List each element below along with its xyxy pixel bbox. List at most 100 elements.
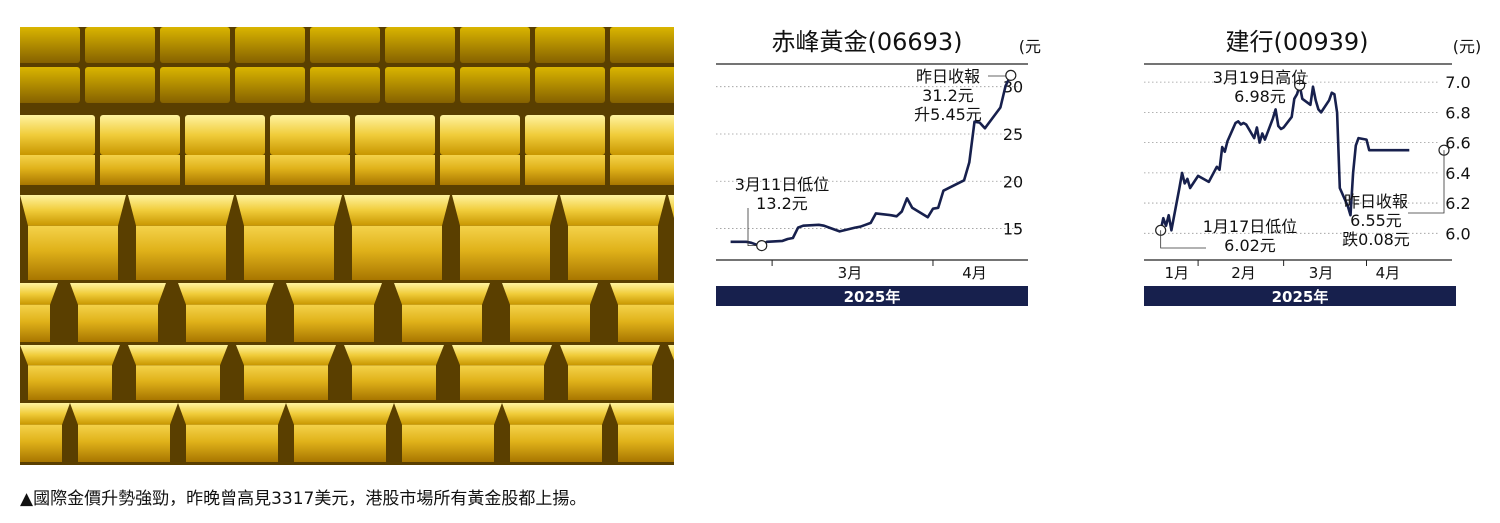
gold-bar-face: [136, 365, 220, 400]
gold-bar-face: [186, 424, 278, 462]
annotation-text: 6.98元: [1234, 87, 1286, 106]
gold-bar-mid-face: [100, 155, 180, 185]
gold-bar-mid-face: [185, 155, 265, 185]
gold-bar-top: [20, 283, 58, 305]
gold-bar-mid: [610, 115, 674, 155]
gold-bar-face: [244, 365, 328, 400]
month-label: 4月: [1376, 264, 1401, 282]
gold-bar-face: [352, 365, 436, 400]
gold-bar-mid-face: [270, 155, 350, 185]
chart-chifeng-gold: 赤峰黃金(06693)(元)152025303月4月2025年3月11日低位13…: [716, 28, 1042, 306]
gold-bar-face: [618, 424, 674, 462]
gold-bar-top: [394, 283, 490, 305]
gold-bar-top: [668, 345, 674, 361]
price-line: [730, 74, 1012, 247]
gold-bar-mid: [185, 115, 265, 155]
gold-bar-top: [70, 283, 166, 305]
gold-bar-top: [178, 283, 274, 305]
y-tick-label: 7.0: [1445, 73, 1470, 92]
gold-bar-back: [460, 27, 530, 63]
gold-bar-mid-face: [610, 155, 674, 185]
gold-bar-back: [85, 27, 155, 63]
unit-label: (元): [1453, 37, 1480, 56]
gold-bar-top: [178, 403, 286, 425]
gold-bar-mid-face: [20, 155, 95, 185]
month-label: 2月: [1231, 264, 1256, 282]
month-label: 1月: [1164, 264, 1189, 282]
annotation-text: 3月19日高位: [1213, 68, 1308, 87]
gold-bar-face: [244, 225, 334, 280]
annotation-text: 昨日收報: [1344, 192, 1408, 211]
annotation-leader: [747, 208, 762, 246]
gold-bar-mid-face: [525, 155, 605, 185]
gold-bar-face: [28, 365, 112, 400]
annotation-text: 昨日收報: [916, 67, 980, 86]
gold-bar-top: [236, 195, 342, 226]
month-label: 3月: [1309, 264, 1334, 282]
y-tick-label: 6.6: [1445, 134, 1470, 153]
annotation-marker: [1005, 69, 1017, 81]
gold-bar-face: [78, 304, 158, 342]
gold-bar-mid: [100, 115, 180, 155]
annotation-leader: [1299, 75, 1308, 86]
gold-bar-top: [286, 403, 394, 425]
gold-bar-back: [385, 27, 455, 63]
annotation-text: 1月17日低位: [1203, 217, 1298, 236]
gold-bar-top: [128, 195, 234, 226]
gold-bar-top: [610, 283, 674, 305]
gold-bar-top: [20, 345, 120, 366]
gold-bar-top: [452, 345, 552, 366]
gold-bar-face: [460, 225, 550, 280]
year-label: 2025年: [844, 288, 901, 306]
gold-bar-mid: [270, 115, 350, 155]
year-banner: [1144, 286, 1456, 306]
annotation-text: 13.2元: [756, 194, 808, 213]
gold-bar-back: [610, 67, 674, 103]
unit-label: (元): [1019, 37, 1042, 56]
gold-bar-back: [310, 27, 380, 63]
gold-bar-top: [502, 283, 598, 305]
chart-title: 赤峰黃金(06693): [771, 28, 962, 56]
gold-bar-mid-face: [440, 155, 520, 185]
annotation-text: 跌0.08元: [1342, 230, 1410, 249]
gold-bar-mid: [355, 115, 435, 155]
annotation-text: 3月11日低位: [735, 175, 830, 194]
gold-bar-back: [235, 27, 305, 63]
gold-bar-face: [460, 365, 544, 400]
gold-bar-back: [535, 27, 605, 63]
gold-bar-back: [160, 27, 230, 63]
gold-bar-face: [568, 225, 658, 280]
price-line: [1159, 83, 1410, 232]
gold-bar-back: [460, 67, 530, 103]
year-label: 2025年: [1272, 288, 1329, 306]
gold-bar-mid: [440, 115, 520, 155]
gold-bar-back: [310, 67, 380, 103]
gold-bar-back: [535, 67, 605, 103]
gold-bar-back: [235, 67, 305, 103]
gold-bar-top: [560, 345, 660, 366]
gold-bar-face: [294, 304, 374, 342]
annotation-leader: [1160, 230, 1206, 249]
gold-bar-top: [344, 345, 444, 366]
gold-bars-photo: [20, 27, 674, 465]
gold-bar-back: [385, 67, 455, 103]
gold-bar-face: [186, 304, 266, 342]
gold-bar-top: [70, 403, 178, 425]
gold-bar-face: [136, 225, 226, 280]
gold-bar-top: [452, 195, 558, 226]
gold-bar-top: [502, 403, 610, 425]
gold-bar-top: [128, 345, 228, 366]
y-tick-label: 6.2: [1445, 194, 1470, 213]
gold-bar-top: [394, 403, 502, 425]
annotation-marker: [756, 239, 768, 252]
gold-bar-top: [286, 283, 382, 305]
month-label: 4月: [962, 264, 987, 282]
gold-bar-face: [352, 225, 442, 280]
y-tick-label: 20: [1003, 172, 1023, 191]
y-tick-label: 6.8: [1445, 103, 1470, 122]
gold-bar-mid: [525, 115, 605, 155]
gold-bar-top: [20, 195, 126, 226]
gold-bar-back: [160, 67, 230, 103]
gold-bar-back: [85, 67, 155, 103]
gold-bar-face: [78, 424, 170, 462]
